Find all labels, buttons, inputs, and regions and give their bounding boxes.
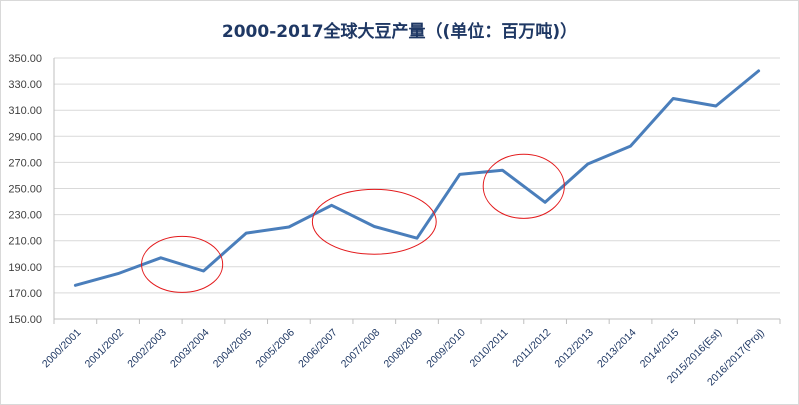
y-tick-label: 150.00 — [8, 314, 42, 326]
x-tick-label: 2011/2012 — [510, 327, 553, 370]
x-tick-label: 2002/2003 — [125, 327, 169, 371]
annotation-ellipse — [311, 188, 437, 255]
y-tick-label: 190.00 — [8, 262, 42, 274]
x-tick-label: 2014/2015 — [638, 327, 682, 371]
x-tick-label: 2006/2007 — [296, 327, 340, 371]
y-tick-label: 350.00 — [8, 53, 42, 65]
x-tick-label: 2010/2011 — [467, 327, 510, 370]
x-tick-label: 2004/2005 — [211, 327, 255, 371]
x-tick-label: 2000/2001 — [40, 327, 84, 371]
x-tick-label: 2013/2014 — [595, 327, 639, 371]
x-tick-label: 2003/2004 — [168, 327, 212, 371]
x-tick-label: 2012/2013 — [552, 327, 596, 371]
annotation-ellipse — [482, 153, 565, 219]
y-tick-label: 290.00 — [8, 131, 42, 143]
y-tick-label: 230.00 — [8, 210, 42, 222]
y-tick-label: 210.00 — [8, 236, 42, 248]
series-lines — [73, 69, 761, 287]
y-tick-label: 170.00 — [8, 288, 42, 300]
x-tick-label: 2005/2006 — [253, 327, 297, 371]
gridlines — [54, 57, 780, 294]
annotation-circles — [141, 153, 565, 293]
y-tick-label: 310.00 — [8, 105, 42, 117]
series-line — [73, 69, 761, 287]
x-tick-label: 2001/2002 — [83, 327, 127, 371]
chart-title: 2000-2017全球大豆产量（(单位：百万吨)） — [221, 22, 578, 42]
x-tick-label: 2009/2010 — [424, 327, 468, 371]
x-tick-label: 2008/2009 — [382, 327, 426, 371]
y-tick-label: 330.00 — [8, 79, 42, 91]
x-axis-tick-labels: 2000/2001 2001/2002 2002/2003 2003/2004 2004… — [40, 327, 767, 389]
y-tick-label: 270.00 — [8, 157, 42, 169]
y-axis-tick-labels: 150.00 170.00 190.00 210.00 230.00 250.00 270.… — [8, 53, 42, 326]
annotation-ellipse — [141, 235, 224, 293]
axes — [53, 58, 781, 324]
y-tick-label: 250.00 — [8, 184, 42, 196]
x-tick-label: 2007/2008 — [339, 327, 383, 371]
